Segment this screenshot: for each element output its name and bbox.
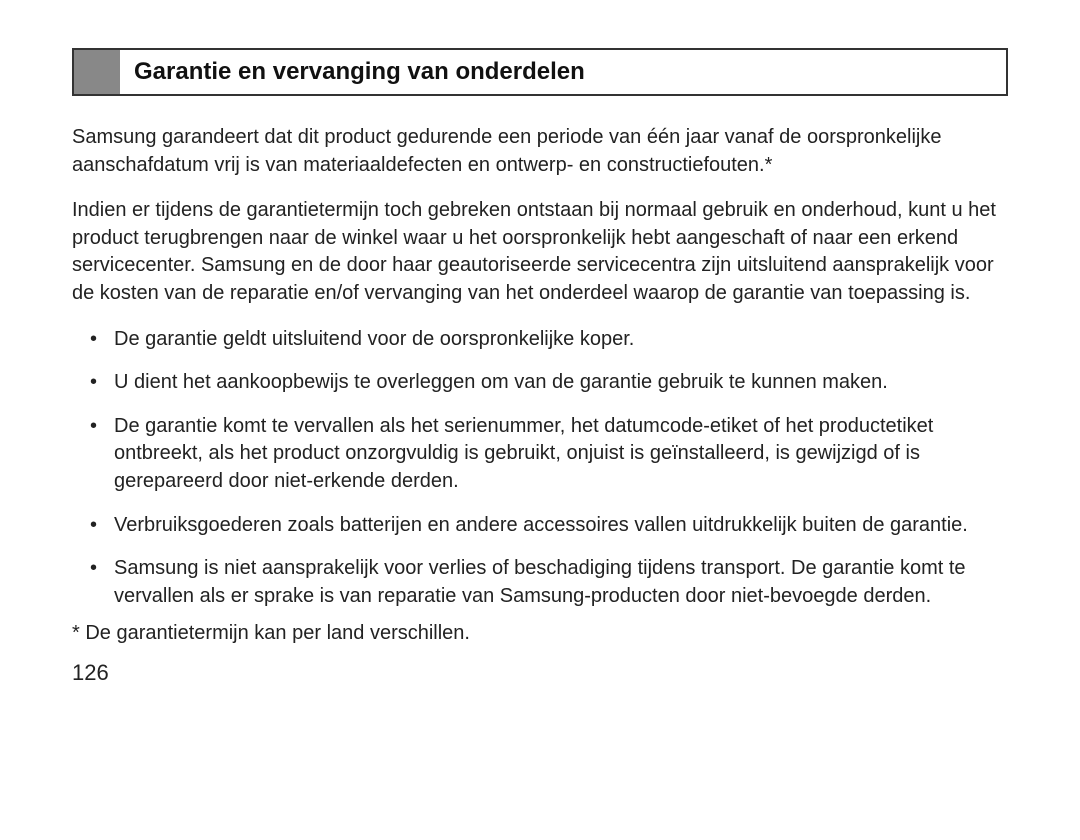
section-title: Garantie en vervanging van onderdelen <box>120 50 599 94</box>
paragraph-1: Samsung garandeert dat dit product gedur… <box>72 124 1008 179</box>
list-item: De garantie komt te vervallen als het se… <box>72 413 1008 496</box>
manual-page: Garantie en vervanging van onderdelen Sa… <box>0 0 1080 710</box>
body-text: Samsung garandeert dat dit product gedur… <box>72 124 1008 308</box>
paragraph-2: Indien er tijdens de garantietermijn toc… <box>72 197 1008 307</box>
header-accent-block <box>74 50 120 94</box>
page-number: 126 <box>72 660 1008 686</box>
section-header: Garantie en vervanging van onderdelen <box>72 48 1008 96</box>
list-item: U dient het aankoopbewijs te overleggen … <box>72 369 1008 397</box>
bullet-list: De garantie geldt uitsluitend voor de oo… <box>72 326 1008 611</box>
list-item: Verbruiksgoederen zoals batterijen en an… <box>72 512 1008 540</box>
footnote: * De garantietermijn kan per land versch… <box>72 620 1008 648</box>
list-item: Samsung is niet aansprakelijk voor verli… <box>72 555 1008 610</box>
list-item: De garantie geldt uitsluitend voor de oo… <box>72 326 1008 354</box>
